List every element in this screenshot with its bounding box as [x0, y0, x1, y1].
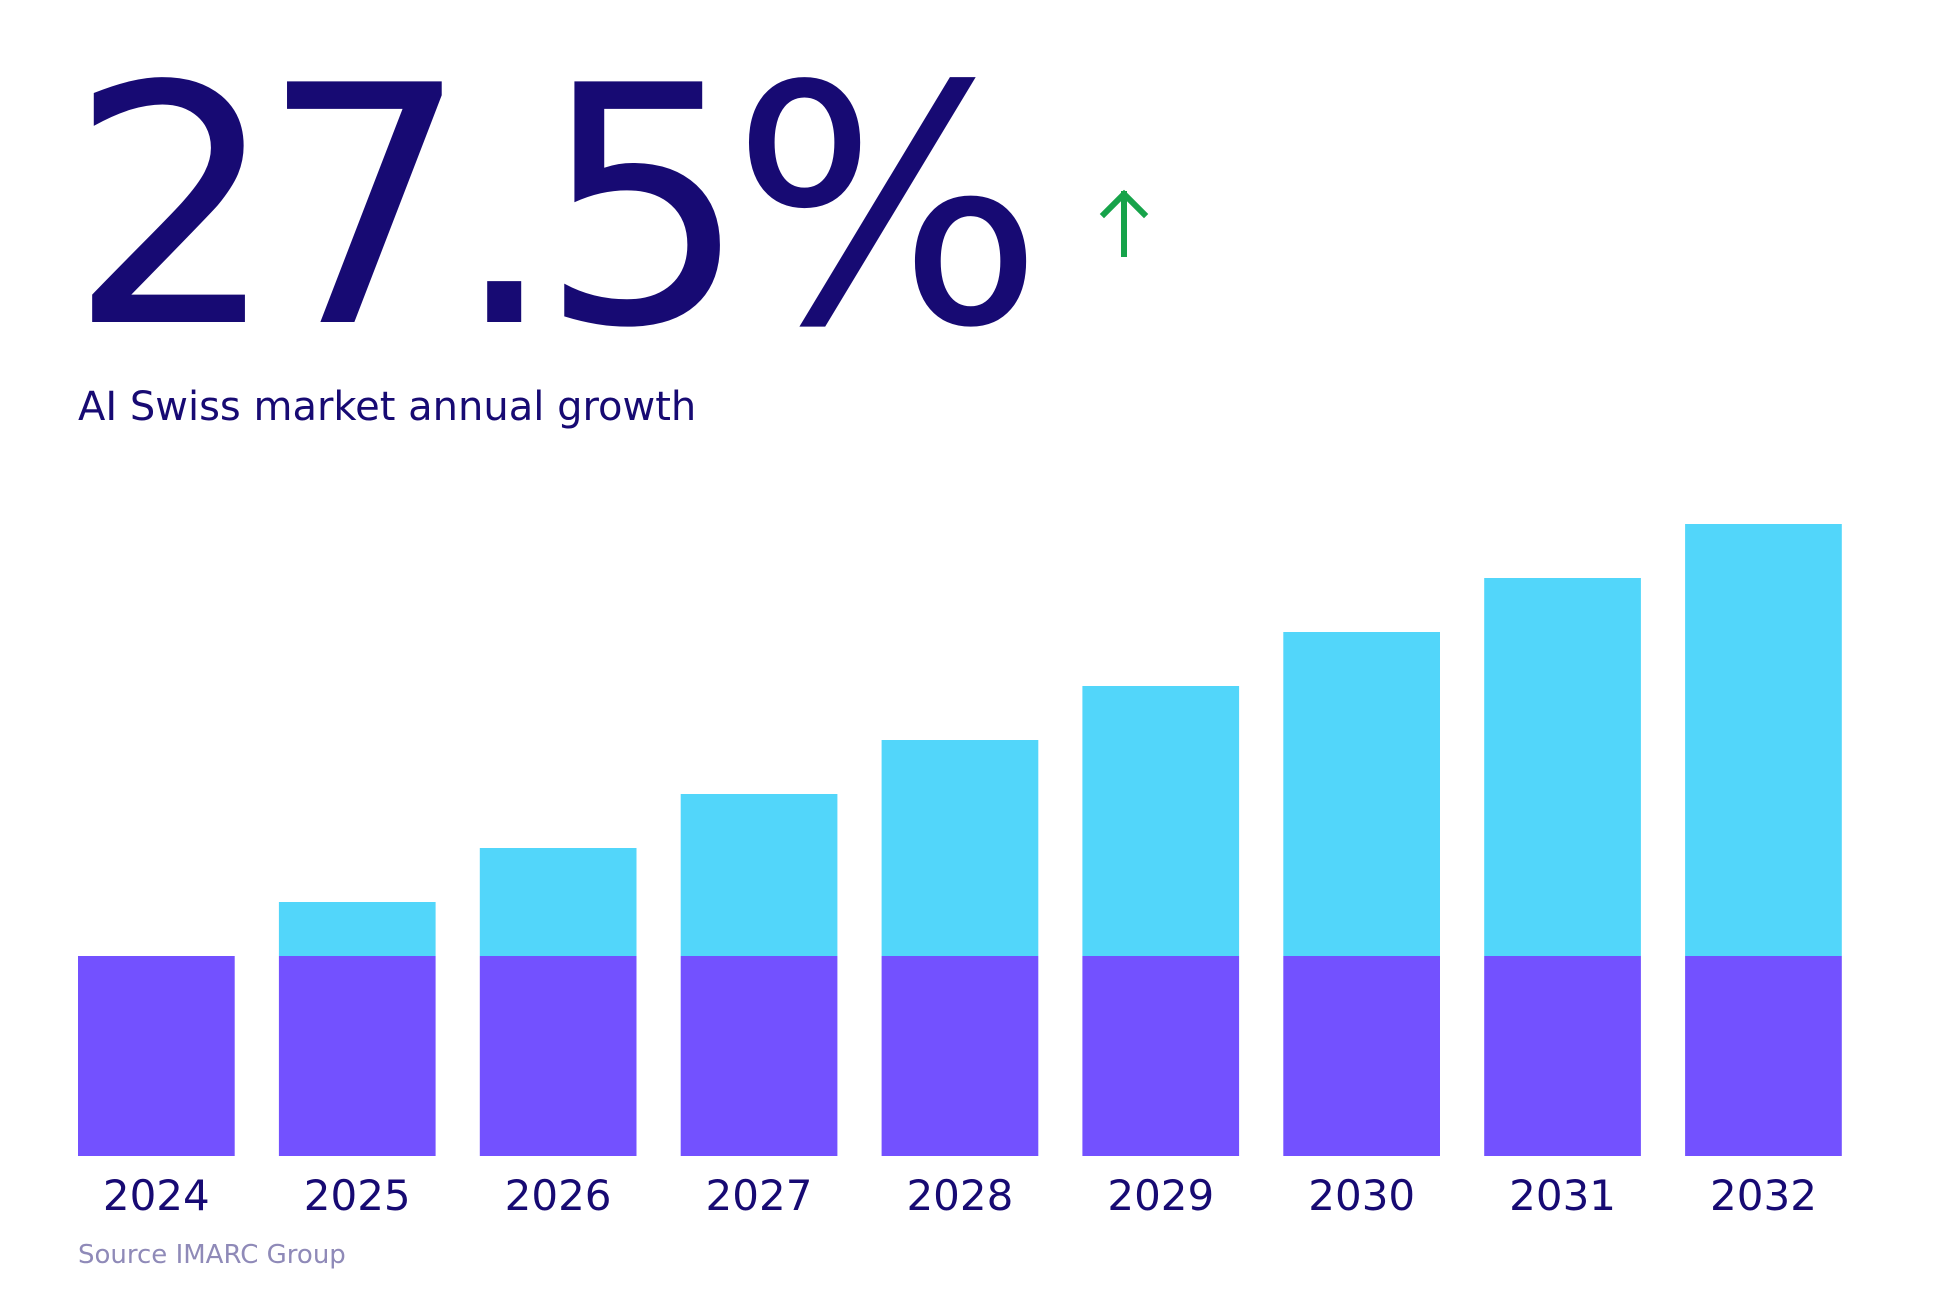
bar-growth-2032	[1685, 524, 1842, 956]
bar-growth-2029	[1082, 686, 1240, 956]
x-tick-label-2024: 2024	[103, 1171, 210, 1220]
arrow-up-icon	[1100, 189, 1149, 257]
bar-base-2028	[881, 956, 1039, 1156]
bar-base-2032	[1685, 956, 1842, 1156]
x-tick-label-2025: 2025	[304, 1171, 411, 1220]
x-tick-label-2032: 2032	[1710, 1171, 1817, 1220]
chart-subtitle: AI Swiss market annual growth	[78, 384, 697, 430]
bar-base-2029	[1082, 956, 1240, 1156]
bar-growth-2027	[680, 794, 838, 956]
bar-base-2027	[680, 956, 838, 1156]
x-tick-label-2030: 2030	[1308, 1171, 1415, 1220]
x-tick-label-2028: 2028	[906, 1171, 1013, 1220]
bar-base-2024	[78, 956, 235, 1156]
bar-growth-2030	[1283, 632, 1440, 956]
x-tick-label-2029: 2029	[1107, 1171, 1214, 1220]
bar-base-2026	[479, 956, 637, 1156]
x-tick-label-2031: 2031	[1509, 1171, 1616, 1220]
bar-growth-2028	[881, 740, 1039, 956]
bar-growth-2031	[1484, 578, 1641, 956]
x-tick-label-2027: 2027	[706, 1171, 813, 1220]
bar-base-2030	[1283, 956, 1440, 1156]
bar-growth-2025	[278, 902, 436, 956]
bar-base-2031	[1484, 956, 1641, 1156]
bar-growth-2026	[479, 848, 637, 956]
headline: 27.5%	[68, 16, 1152, 400]
bar-base-2025	[278, 956, 436, 1156]
growth-rate-value: 27.5%	[68, 16, 1044, 400]
source-note: Source IMARC Group	[78, 1240, 346, 1270]
x-tick-label-2026: 2026	[505, 1171, 612, 1220]
